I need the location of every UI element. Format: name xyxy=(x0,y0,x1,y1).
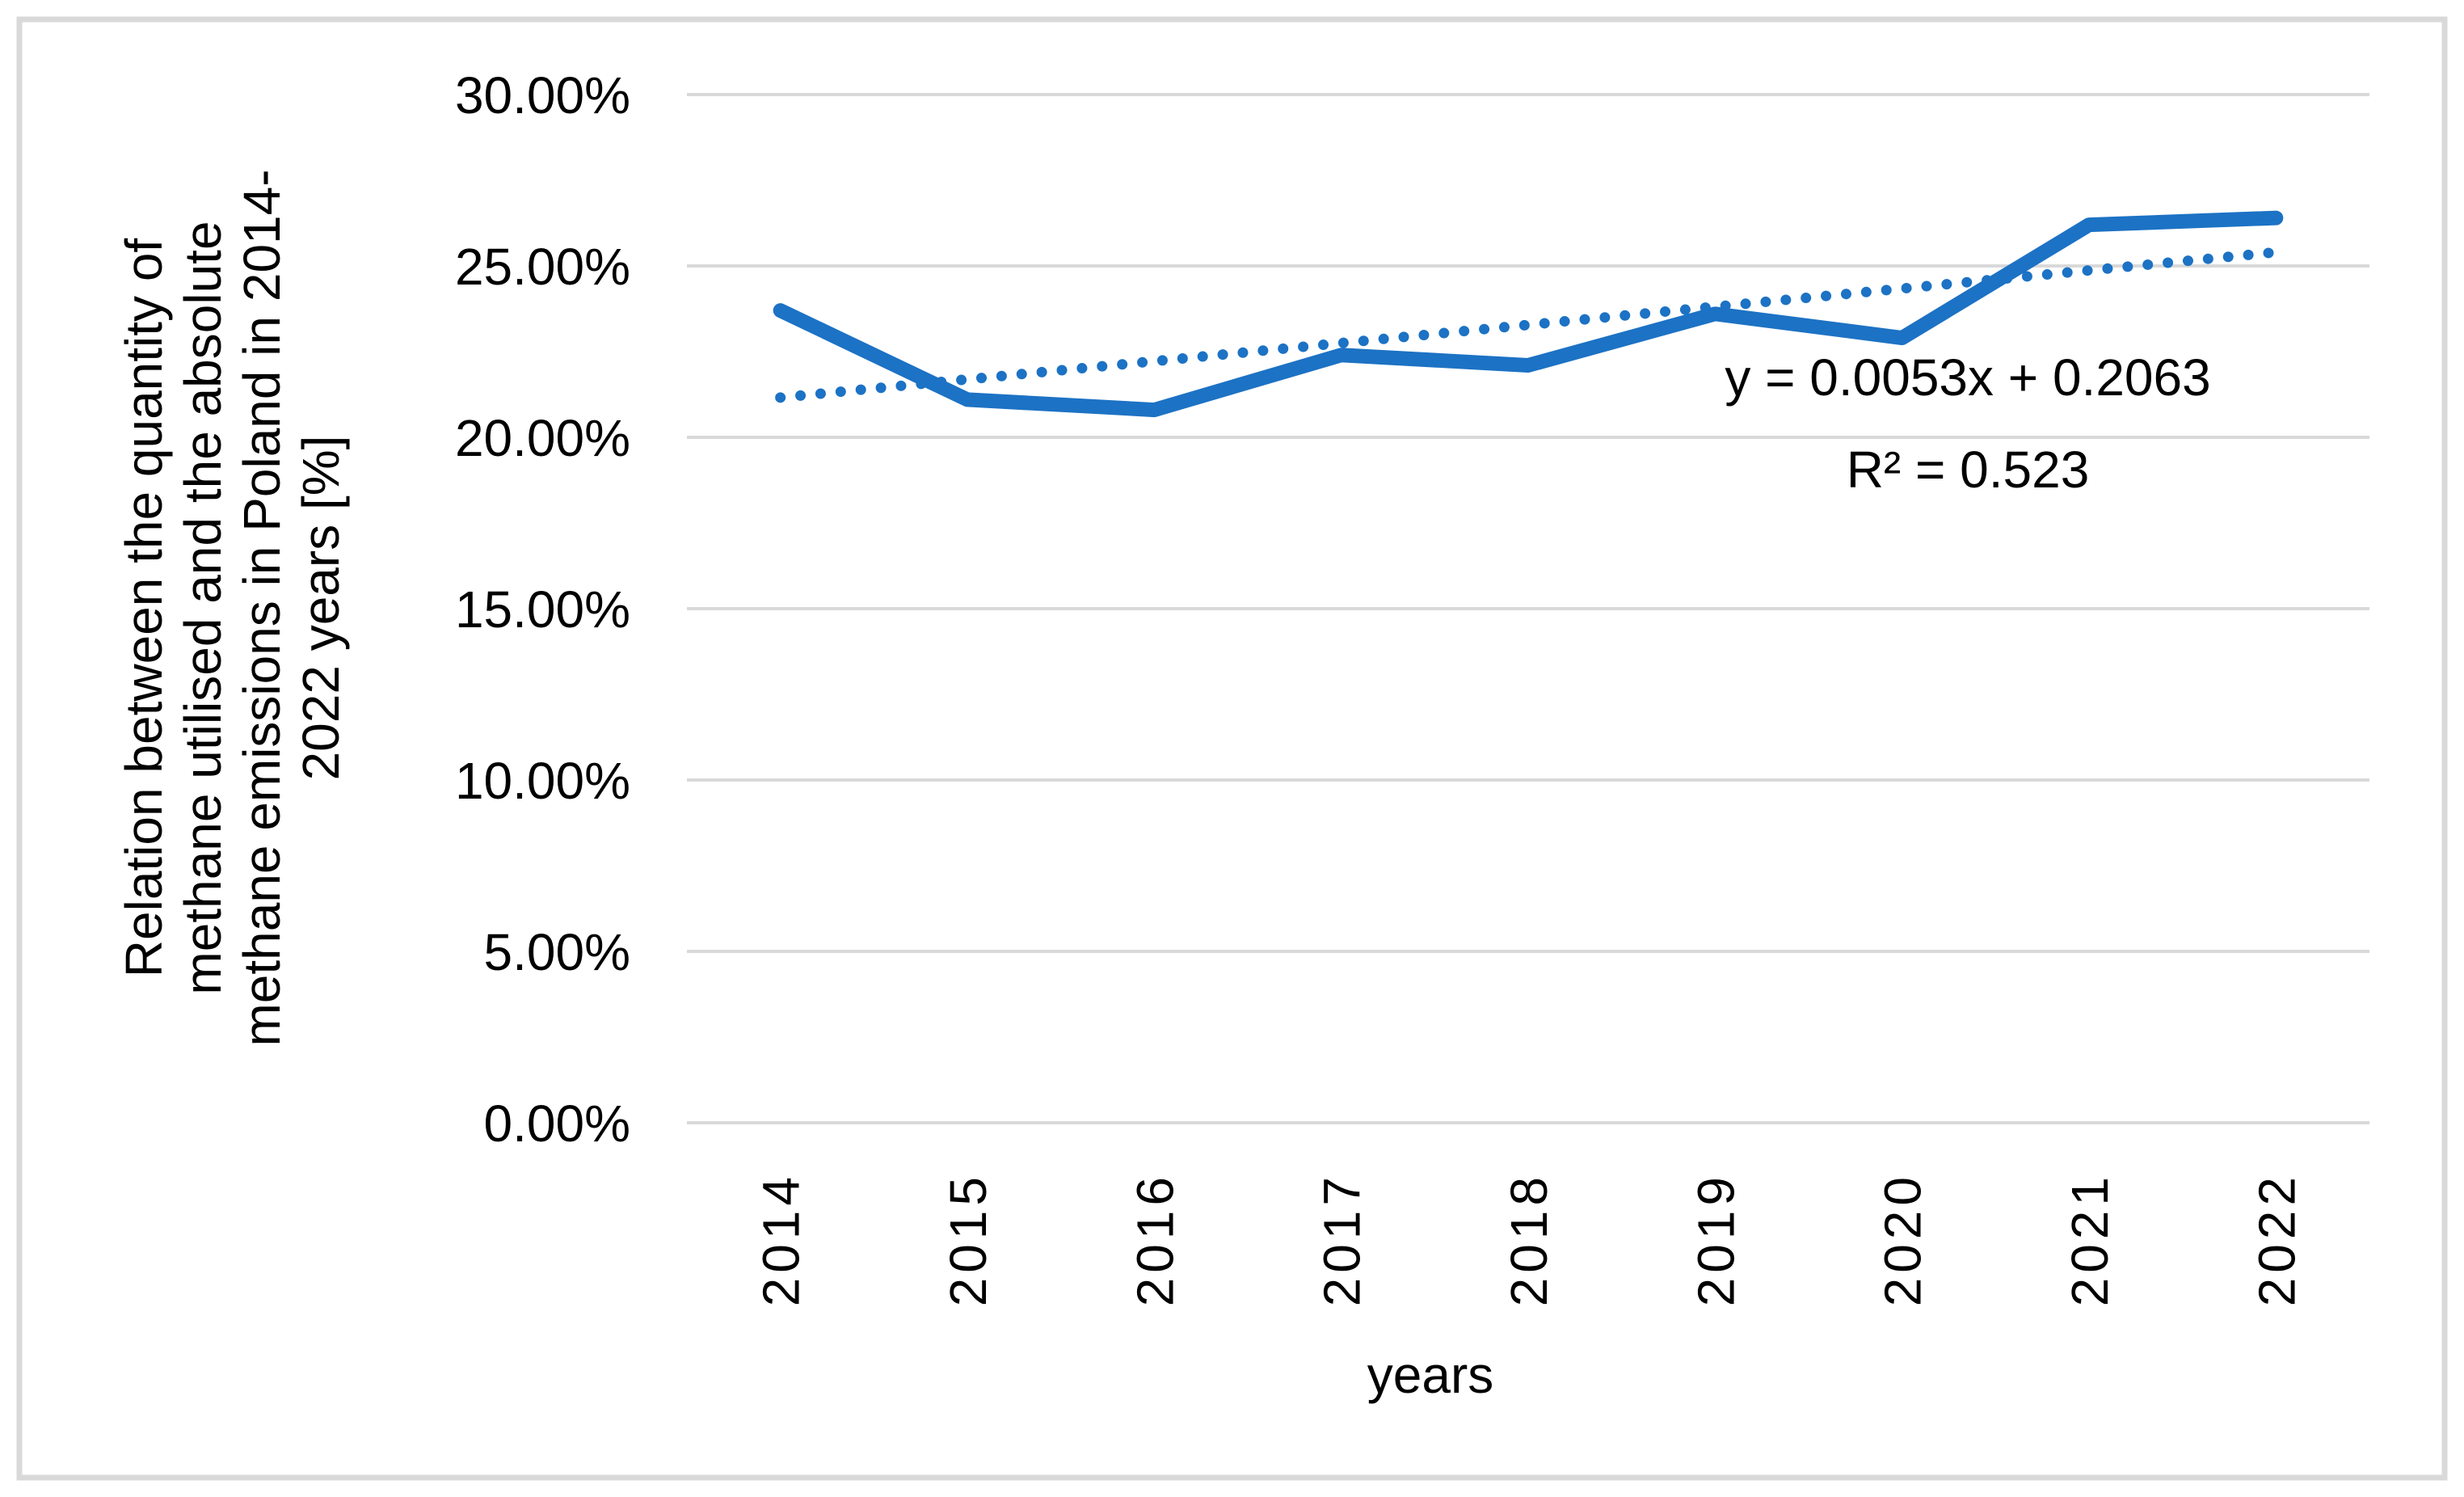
x-tick-label: 2016 xyxy=(1126,1172,1184,1306)
x-tick-label: 2018 xyxy=(1500,1172,1558,1306)
y-tick-label: 0.00% xyxy=(484,1094,630,1153)
y-tick-label: 15.00% xyxy=(455,580,630,639)
chart-border xyxy=(16,16,2448,1481)
y-tick-label: 5.00% xyxy=(484,923,630,981)
y-axis-title-line: Relation between the quantity of xyxy=(115,238,173,978)
x-tick-label: 2021 xyxy=(2061,1172,2119,1306)
axis-labels-group: 30.00% 25.00% 20.00% 15.00% 10.00% 5.00% 0.00%… xyxy=(115,66,2306,1404)
trendline-r-squared: R² = 0.523 xyxy=(1847,441,2090,499)
y-tick-label: 30.00% xyxy=(455,66,630,124)
chart-border-group xyxy=(16,16,2448,1481)
y-axis-title-line: 2022 years [%] xyxy=(292,436,350,781)
y-tick-label: 25.00% xyxy=(455,238,630,296)
x-tick-label: 2019 xyxy=(1687,1172,1745,1306)
x-tick-label: 2022 xyxy=(2247,1172,2306,1306)
y-tick-label: 10.00% xyxy=(455,752,630,810)
x-tick-label: 2014 xyxy=(752,1172,811,1306)
x-tick-label: 2015 xyxy=(939,1172,997,1306)
data-series-line xyxy=(773,210,2284,418)
data-series-group xyxy=(773,210,2284,418)
x-axis-title: years xyxy=(1367,1346,1494,1404)
trendline-group xyxy=(775,247,2281,403)
y-axis-title-line: methane emissions in Poland in 2014- xyxy=(233,169,291,1046)
y-tick-label: 20.00% xyxy=(455,409,630,467)
x-tick-label: 2017 xyxy=(1313,1172,1371,1306)
trendline-equation: y = 0.0053x + 0.2063 xyxy=(1725,348,2210,407)
x-tick-label: 2020 xyxy=(1874,1172,1932,1306)
gridlines-group xyxy=(687,93,2369,1124)
y-axis-title-line: methane utilised and the absolute xyxy=(174,221,232,994)
trendline-dotted xyxy=(775,247,2281,403)
